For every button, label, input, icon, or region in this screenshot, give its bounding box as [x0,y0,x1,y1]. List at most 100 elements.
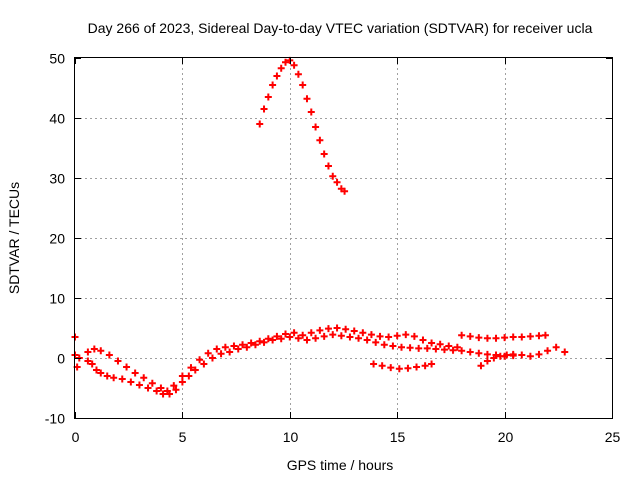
data-point [449,346,457,354]
data-point [385,333,393,341]
series-lower-track-a [71,331,569,398]
data-point [127,378,135,386]
data-point [208,354,216,362]
data-point [251,341,259,349]
data-point [159,390,167,398]
data-point [312,334,320,342]
data-point [337,332,345,340]
data-point [458,347,466,355]
data-point [185,372,193,380]
data-point [453,343,461,351]
data-point [526,352,534,360]
data-point [428,339,436,347]
data-point [320,332,328,340]
data-point [387,364,395,372]
x-axis-label: GPS time / hours [287,457,394,473]
data-point [350,327,358,335]
data-point [363,336,371,344]
data-point [561,348,569,356]
data-point [269,336,277,344]
data-point [269,81,277,89]
data-point [260,105,268,113]
data-point [135,381,143,389]
data-point [282,58,290,66]
data-point [153,387,161,395]
series-segment-c [370,360,436,373]
data-point [404,364,412,372]
data-point [526,332,534,340]
data-point [333,324,341,332]
data-point [445,342,453,350]
data-point [415,344,423,352]
data-point [355,334,363,342]
data-point [277,64,285,72]
data-point [436,340,444,348]
data-point [402,331,410,339]
x-tick-label: 10 [283,429,299,445]
data-point [239,341,247,349]
data-point [131,369,139,377]
data-point [333,178,341,186]
data-point [97,347,105,355]
data-point [503,351,511,359]
data-point [492,334,500,342]
x-tick-label: 5 [179,429,187,445]
data-point [191,366,199,374]
data-point [204,349,212,357]
data-point [378,362,386,370]
data-point [294,70,302,78]
data-point [535,332,543,340]
data-point [200,360,208,368]
data-point [103,372,111,380]
data-point [389,342,397,350]
data-point [299,81,307,89]
data-point [178,372,186,380]
data-point [552,343,560,351]
data-point [307,108,315,116]
data-point [483,350,491,358]
data-point [84,348,92,356]
data-points [71,56,569,398]
data-point [299,331,307,339]
data-point [432,345,440,353]
data-point [423,344,431,352]
y-tick-label: 0 [57,351,65,367]
data-point [260,338,268,346]
data-point [243,343,251,351]
data-point [264,93,272,101]
data-point [483,334,491,342]
data-point [277,335,285,343]
data-point [475,334,483,342]
data-point [213,345,221,353]
y-tick-label: 50 [49,51,65,67]
data-point [421,362,429,370]
data-point [535,350,543,358]
chart-title: Day 266 of 2023, Sidereal Day-to-day VTE… [88,20,593,36]
data-point [90,345,98,353]
data-point [406,344,414,352]
data-point [346,333,354,341]
data-point [419,336,427,344]
data-point [286,333,294,341]
data-point [329,172,337,180]
data-point [114,357,122,365]
y-tick-label: 40 [49,111,65,127]
data-point [509,350,517,358]
data-point [264,335,272,343]
data-point [490,354,498,362]
y-tick-label: 20 [49,231,65,247]
data-point [84,357,92,365]
data-point [172,386,180,394]
data-point [97,369,105,377]
data-point [518,333,526,341]
data-point [92,366,100,374]
data-point [273,72,281,80]
data-point [342,325,350,333]
data-point [341,187,349,195]
x-tick-label: 20 [498,429,514,445]
data-point [312,123,320,131]
data-point [303,95,311,103]
data-point [118,375,126,383]
data-point [105,351,113,359]
